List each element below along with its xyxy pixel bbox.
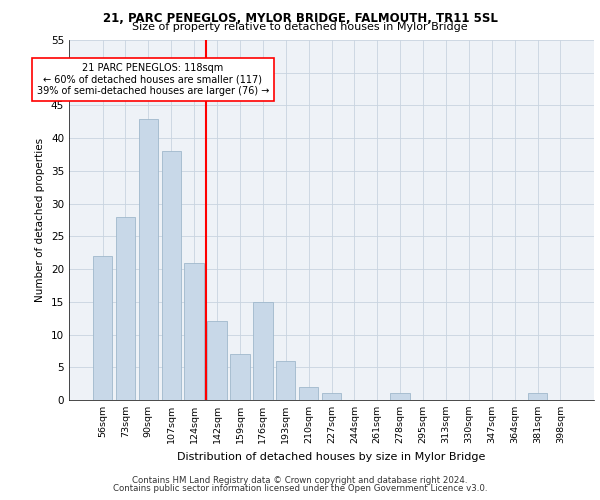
Text: Size of property relative to detached houses in Mylor Bridge: Size of property relative to detached ho… [132, 22, 468, 32]
Bar [116, 216, 135, 400]
Bar [276, 360, 295, 400]
Bar [528, 394, 547, 400]
Bar [139, 118, 158, 400]
Bar [161, 152, 181, 400]
Y-axis label: Number of detached properties: Number of detached properties [35, 138, 46, 302]
Bar [208, 322, 227, 400]
Text: Contains HM Land Registry data © Crown copyright and database right 2024.: Contains HM Land Registry data © Crown c… [132, 476, 468, 485]
Text: 21, PARC PENEGLOS, MYLOR BRIDGE, FALMOUTH, TR11 5SL: 21, PARC PENEGLOS, MYLOR BRIDGE, FALMOUT… [103, 12, 497, 26]
Bar [391, 394, 410, 400]
X-axis label: Distribution of detached houses by size in Mylor Bridge: Distribution of detached houses by size … [178, 452, 485, 462]
Text: 21 PARC PENEGLOS: 118sqm
← 60% of detached houses are smaller (117)
39% of semi-: 21 PARC PENEGLOS: 118sqm ← 60% of detach… [37, 63, 269, 96]
Bar [253, 302, 272, 400]
Bar [230, 354, 250, 400]
Bar [322, 394, 341, 400]
Bar [184, 262, 204, 400]
Text: Contains public sector information licensed under the Open Government Licence v3: Contains public sector information licen… [113, 484, 487, 493]
Bar [93, 256, 112, 400]
Bar [299, 387, 319, 400]
